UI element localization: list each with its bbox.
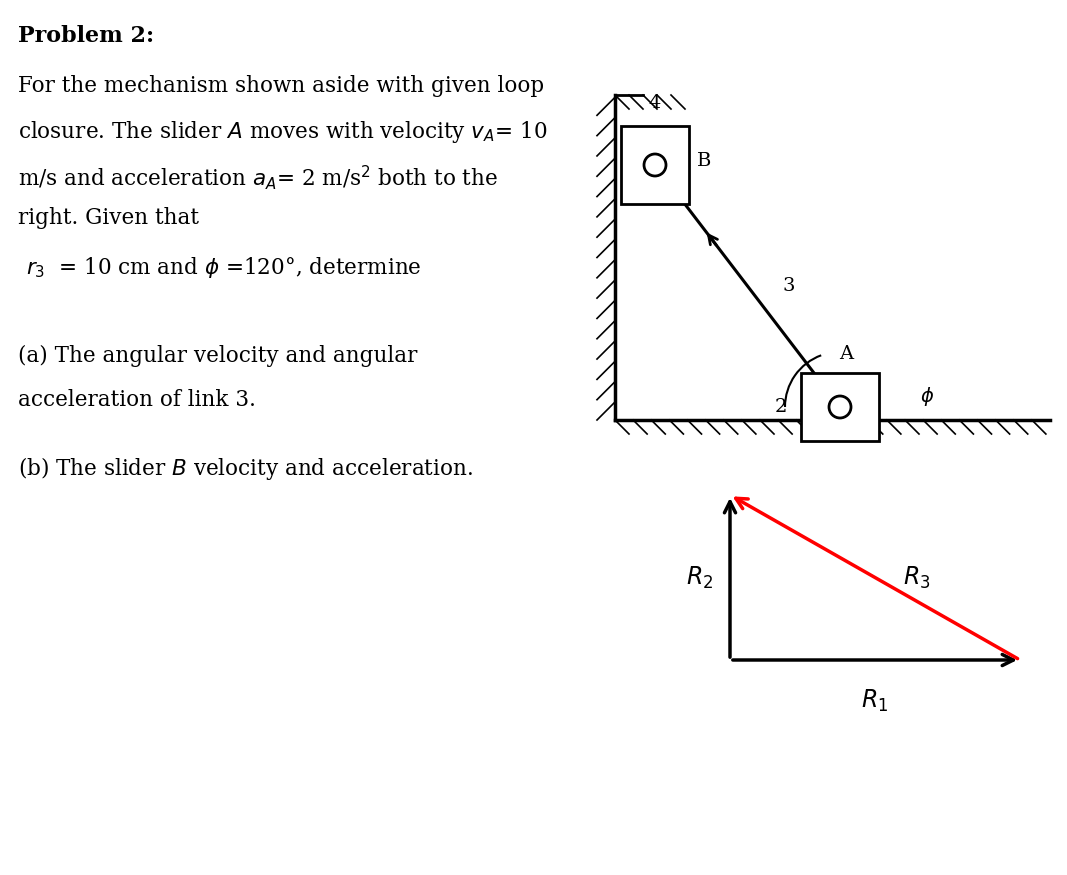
Text: $R_2$: $R_2$ bbox=[686, 564, 714, 591]
Text: $r_3$  = 10 cm and $\phi$ =120°, determine: $r_3$ = 10 cm and $\phi$ =120°, determin… bbox=[26, 255, 421, 280]
Text: For the mechanism shown aside with given loop: For the mechanism shown aside with given… bbox=[18, 75, 544, 97]
Text: acceleration of link 3.: acceleration of link 3. bbox=[18, 389, 256, 411]
Text: 3: 3 bbox=[782, 277, 795, 295]
Text: (b) The slider $B$ velocity and acceleration.: (b) The slider $B$ velocity and accelera… bbox=[18, 455, 473, 482]
Text: $R_1$: $R_1$ bbox=[861, 688, 889, 714]
Text: 2: 2 bbox=[775, 398, 787, 416]
Text: $R_3$: $R_3$ bbox=[903, 564, 930, 591]
Circle shape bbox=[829, 396, 851, 418]
Circle shape bbox=[644, 154, 666, 176]
Bar bbox=[801, 373, 879, 441]
Text: right. Given that: right. Given that bbox=[18, 207, 200, 229]
Text: (a) The angular velocity and angular: (a) The angular velocity and angular bbox=[18, 345, 417, 368]
Text: $\phi$: $\phi$ bbox=[920, 386, 935, 409]
Text: 4: 4 bbox=[649, 94, 662, 112]
Bar bbox=[621, 126, 689, 204]
Text: B: B bbox=[697, 152, 712, 170]
Text: A: A bbox=[839, 345, 853, 363]
Text: Problem 2:: Problem 2: bbox=[18, 25, 154, 47]
Text: m/s and acceleration $a_A$= 2 m/s$^2$ both to the: m/s and acceleration $a_A$= 2 m/s$^2$ bo… bbox=[18, 163, 498, 192]
Text: closure. The slider $A$ moves with velocity $v_A$= 10: closure. The slider $A$ moves with veloc… bbox=[18, 119, 547, 145]
